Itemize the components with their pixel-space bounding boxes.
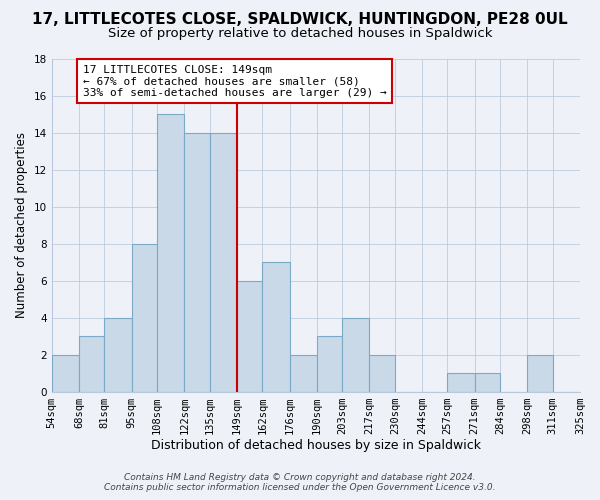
Bar xyxy=(209,133,237,392)
Bar xyxy=(184,133,209,392)
Bar xyxy=(131,244,157,392)
Text: 17, LITTLECOTES CLOSE, SPALDWICK, HUNTINGDON, PE28 0UL: 17, LITTLECOTES CLOSE, SPALDWICK, HUNTIN… xyxy=(32,12,568,28)
Y-axis label: Number of detached properties: Number of detached properties xyxy=(15,132,28,318)
Bar xyxy=(157,114,184,392)
Bar xyxy=(342,318,370,392)
Bar xyxy=(79,336,104,392)
Bar xyxy=(290,354,317,392)
Text: 17 LITTLECOTES CLOSE: 149sqm
← 67% of detached houses are smaller (58)
33% of se: 17 LITTLECOTES CLOSE: 149sqm ← 67% of de… xyxy=(83,64,386,98)
Bar xyxy=(317,336,342,392)
Bar xyxy=(237,280,262,392)
Bar xyxy=(104,318,131,392)
Bar xyxy=(527,354,553,392)
Text: Contains HM Land Registry data © Crown copyright and database right 2024.
Contai: Contains HM Land Registry data © Crown c… xyxy=(104,473,496,492)
Bar xyxy=(448,373,475,392)
Bar xyxy=(52,354,79,392)
Text: Size of property relative to detached houses in Spaldwick: Size of property relative to detached ho… xyxy=(108,28,492,40)
Bar xyxy=(475,373,500,392)
Bar xyxy=(262,262,290,392)
Bar xyxy=(370,354,395,392)
X-axis label: Distribution of detached houses by size in Spaldwick: Distribution of detached houses by size … xyxy=(151,440,481,452)
